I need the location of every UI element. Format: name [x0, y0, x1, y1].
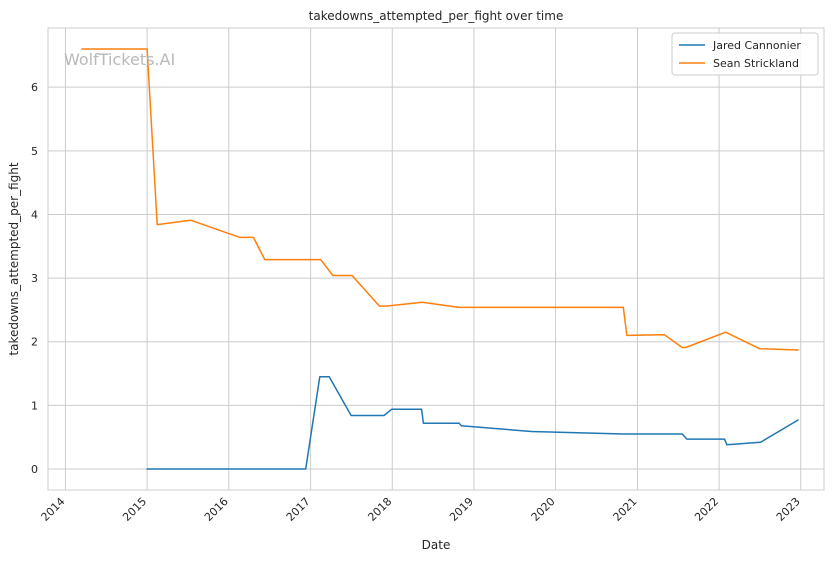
x-tick-label: 2015	[120, 495, 149, 524]
watermark: WolfTickets.AI	[64, 50, 175, 69]
x-axis-label: Date	[422, 538, 451, 552]
series-lines	[81, 48, 799, 470]
x-tick-label: 2014	[39, 495, 68, 524]
y-tick-label: 0	[31, 463, 38, 476]
y-tick-label: 4	[31, 208, 38, 221]
x-tick-label: 2023	[774, 495, 803, 524]
chart-title: takedowns_attempted_per_fight over time	[309, 9, 564, 23]
series-line-sean-strickland	[81, 48, 799, 351]
legend-box	[671, 32, 819, 76]
x-tick-label: 2022	[692, 495, 721, 524]
plot-area	[47, 27, 825, 491]
x-tick-label: 2016	[202, 495, 231, 524]
x-tick-label: 2019	[447, 495, 476, 524]
y-axis-ticks: 0 1 2 3 4 5 6	[31, 81, 38, 476]
y-tick-label: 1	[31, 399, 38, 412]
y-axis-label: takedowns_attempted_per_fight	[7, 162, 21, 355]
x-tick-label: 2020	[529, 495, 558, 524]
x-tick-label: 2018	[365, 495, 394, 524]
legend-label-sean-strickland: Sean Strickland	[713, 57, 799, 70]
x-axis-ticks: 2014 2015 2016 2017 2018 2019 2020 2021 2022 2023	[39, 495, 803, 524]
legend-label-jared-cannonier: Jared Cannonier	[712, 39, 801, 52]
y-tick-label: 3	[31, 272, 38, 285]
x-tick-label: 2017	[284, 495, 313, 524]
y-tick-label: 2	[31, 336, 38, 349]
y-tick-label: 6	[31, 81, 38, 94]
x-tick-label: 2021	[611, 495, 640, 524]
legend: Jared Cannonier Sean Strickland	[671, 32, 819, 76]
y-tick-label: 5	[31, 145, 38, 158]
series-line-jared-cannonier	[146, 375, 799, 470]
